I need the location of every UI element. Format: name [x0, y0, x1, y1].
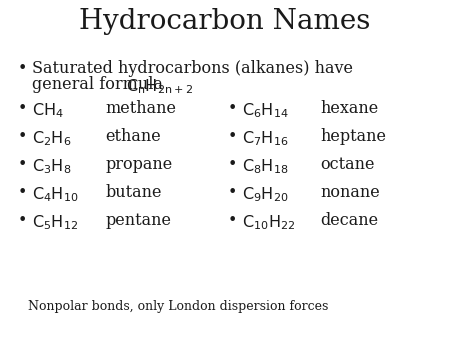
Text: $\mathrm{C}_{4}\mathrm{H}_{10}$: $\mathrm{C}_{4}\mathrm{H}_{10}$ — [32, 185, 79, 204]
Text: pentane: pentane — [105, 212, 171, 229]
Text: $\mathrm{C}_{6}\mathrm{H}_{14}$: $\mathrm{C}_{6}\mathrm{H}_{14}$ — [242, 101, 289, 120]
Text: •: • — [228, 100, 238, 117]
Text: methane: methane — [105, 100, 176, 117]
Text: Hydrocarbon Names: Hydrocarbon Names — [79, 8, 371, 35]
Text: $\mathrm{C}_{8}\mathrm{H}_{18}$: $\mathrm{C}_{8}\mathrm{H}_{18}$ — [242, 157, 288, 176]
Text: •: • — [228, 156, 238, 173]
Text: propane: propane — [105, 156, 172, 173]
Text: butane: butane — [105, 184, 162, 201]
Text: •: • — [18, 100, 27, 117]
Text: hexane: hexane — [320, 100, 378, 117]
Text: general formula: general formula — [32, 76, 168, 93]
Text: nonane: nonane — [320, 184, 380, 201]
Text: $\mathrm{CH}_{4}$: $\mathrm{CH}_{4}$ — [32, 101, 64, 120]
Text: •: • — [228, 212, 238, 229]
Text: heptane: heptane — [320, 128, 386, 145]
Text: ethane: ethane — [105, 128, 161, 145]
Text: octane: octane — [320, 156, 374, 173]
Text: $\mathrm{C}_{5}\mathrm{H}_{12}$: $\mathrm{C}_{5}\mathrm{H}_{12}$ — [32, 213, 78, 232]
Text: $\mathrm{C}_{\rm n}\mathrm{H}_{\rm 2n+2}$: $\mathrm{C}_{\rm n}\mathrm{H}_{\rm 2n+2}… — [126, 77, 193, 96]
Text: •: • — [18, 156, 27, 173]
Text: decane: decane — [320, 212, 378, 229]
Text: $\mathrm{C}_{2}\mathrm{H}_{6}$: $\mathrm{C}_{2}\mathrm{H}_{6}$ — [32, 129, 72, 148]
Text: Nonpolar bonds, only London dispersion forces: Nonpolar bonds, only London dispersion f… — [28, 300, 328, 313]
Text: $\mathrm{C}_{10}\mathrm{H}_{22}$: $\mathrm{C}_{10}\mathrm{H}_{22}$ — [242, 213, 295, 232]
Text: •: • — [18, 60, 27, 77]
Text: Saturated hydrocarbons (alkanes) have: Saturated hydrocarbons (alkanes) have — [32, 60, 353, 77]
Text: $\mathrm{C}_{7}\mathrm{H}_{16}$: $\mathrm{C}_{7}\mathrm{H}_{16}$ — [242, 129, 288, 148]
Text: •: • — [18, 128, 27, 145]
Text: $\mathrm{C}_{9}\mathrm{H}_{20}$: $\mathrm{C}_{9}\mathrm{H}_{20}$ — [242, 185, 288, 204]
Text: •: • — [18, 212, 27, 229]
Text: •: • — [228, 128, 238, 145]
Text: •: • — [18, 184, 27, 201]
Text: $\mathrm{C}_{3}\mathrm{H}_{8}$: $\mathrm{C}_{3}\mathrm{H}_{8}$ — [32, 157, 72, 176]
Text: •: • — [228, 184, 238, 201]
